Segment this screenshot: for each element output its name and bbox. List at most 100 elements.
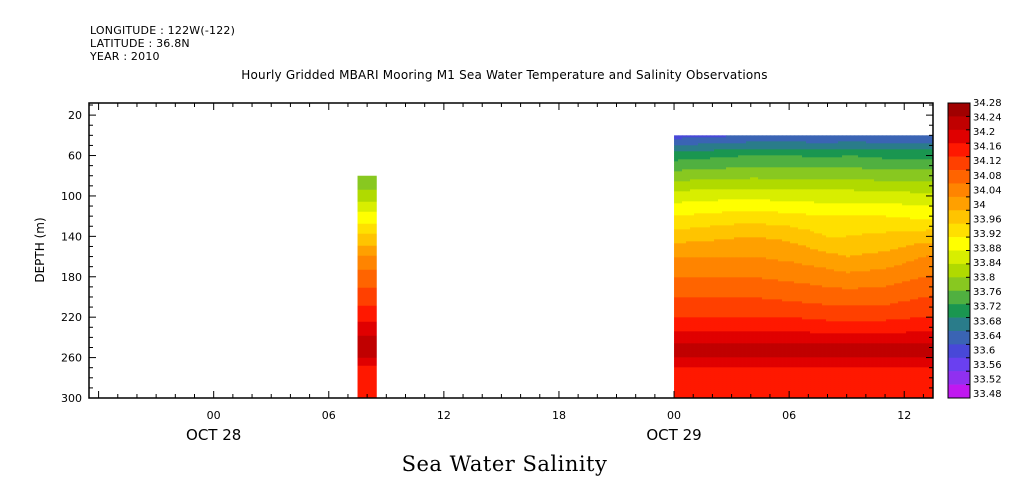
heatmap-cell — [802, 283, 807, 286]
heatmap-cell — [730, 393, 735, 396]
heatmap-cell — [357, 217, 377, 221]
heatmap-cell — [730, 221, 735, 224]
heatmap-cell — [746, 199, 751, 202]
heatmap-cell — [674, 179, 679, 182]
heatmap-cell — [746, 385, 751, 388]
heatmap-cell — [690, 151, 695, 154]
heatmap-cell — [774, 225, 779, 228]
heatmap-cell — [678, 389, 683, 392]
heatmap-cell — [806, 355, 811, 358]
heatmap-cell — [694, 213, 699, 216]
heatmap-cell — [718, 163, 723, 166]
heatmap-cell — [706, 217, 711, 220]
heatmap-cell — [802, 135, 807, 138]
heatmap-cell — [798, 263, 803, 266]
heatmap-cell — [802, 171, 807, 174]
heatmap-cell — [798, 175, 803, 178]
heatmap-cell — [682, 333, 687, 336]
heatmap-cell — [786, 181, 791, 184]
heatmap-cell — [782, 293, 787, 296]
heatmap-cell — [730, 345, 735, 348]
heatmap-cell — [746, 293, 751, 296]
heatmap-cell — [682, 165, 687, 168]
heatmap-cell — [798, 275, 803, 278]
heatmap-cell — [814, 251, 819, 254]
heatmap-cell — [770, 295, 775, 298]
heatmap-cell — [706, 353, 711, 356]
heatmap-cell — [786, 161, 791, 164]
heatmap-cell — [742, 149, 747, 152]
heatmap-cell — [802, 259, 807, 262]
heatmap-cell — [706, 263, 711, 266]
heatmap-cell — [690, 149, 695, 152]
heatmap-cell — [357, 243, 377, 247]
heatmap-cell — [778, 247, 783, 250]
heatmap-cell — [726, 179, 731, 182]
heatmap-cell — [770, 271, 775, 274]
heatmap-cell — [694, 293, 699, 296]
heatmap-cell — [778, 189, 783, 192]
heatmap-cell — [774, 383, 779, 386]
heatmap-cell — [778, 331, 783, 334]
heatmap-cell — [694, 383, 699, 386]
heatmap-cell — [690, 299, 695, 302]
heatmap-cell — [806, 337, 811, 340]
heatmap-cell — [746, 291, 751, 294]
heatmap-cell — [774, 351, 779, 354]
heatmap-cell — [690, 243, 695, 246]
heatmap-cell — [357, 371, 377, 375]
heatmap-cell — [782, 283, 787, 286]
heatmap-cell — [782, 379, 787, 382]
heatmap-cell — [762, 359, 767, 362]
heatmap-cell — [746, 139, 751, 142]
heatmap-cell — [730, 283, 735, 286]
heatmap-cell — [766, 215, 771, 218]
heatmap-cell — [790, 217, 795, 220]
heatmap-cell — [750, 359, 755, 362]
heatmap-cell — [746, 267, 751, 270]
heatmap-cell — [778, 167, 783, 170]
heatmap-cell — [778, 293, 783, 296]
heatmap-cell — [810, 367, 815, 370]
heatmap-cell — [726, 339, 731, 342]
heatmap-cell — [782, 135, 787, 138]
heatmap-cell — [786, 291, 791, 294]
heatmap-cell — [814, 283, 819, 286]
heatmap-cell — [742, 225, 747, 228]
heatmap-cell — [726, 359, 731, 362]
heatmap-cell — [762, 253, 767, 256]
heatmap-cell — [706, 199, 711, 202]
heatmap-cell — [758, 343, 763, 346]
heatmap-cell — [766, 145, 771, 148]
heatmap-cell — [806, 257, 811, 260]
heatmap-cell — [774, 175, 779, 178]
heatmap-cell — [734, 227, 739, 230]
heatmap-cell — [814, 347, 819, 350]
heatmap-cell — [782, 287, 787, 290]
heatmap-cell — [770, 165, 775, 168]
heatmap-cell — [702, 393, 707, 396]
heatmap-cell — [798, 215, 803, 218]
heatmap-cell — [810, 187, 815, 190]
heatmap-cell — [678, 263, 683, 266]
heatmap-cell — [750, 337, 755, 340]
heatmap-cell — [790, 283, 795, 286]
heatmap-cell — [766, 295, 771, 298]
heatmap-cell — [694, 373, 699, 376]
heatmap-cell — [714, 173, 719, 176]
heatmap-cell — [742, 295, 747, 298]
heatmap-cell — [750, 357, 755, 360]
heatmap-cell — [794, 207, 799, 210]
heatmap-cell — [786, 305, 791, 308]
heatmap-cell — [702, 177, 707, 180]
heatmap-cell — [726, 345, 731, 348]
heatmap-cell — [746, 207, 751, 210]
heatmap-cell — [678, 367, 683, 370]
heatmap-cell — [814, 281, 819, 284]
heatmap-cell — [742, 161, 747, 164]
heatmap-cell — [774, 389, 779, 392]
heatmap-cell — [698, 307, 703, 310]
heatmap-cell — [706, 327, 711, 330]
heatmap-cell — [702, 153, 707, 156]
heatmap-cell — [758, 205, 763, 208]
